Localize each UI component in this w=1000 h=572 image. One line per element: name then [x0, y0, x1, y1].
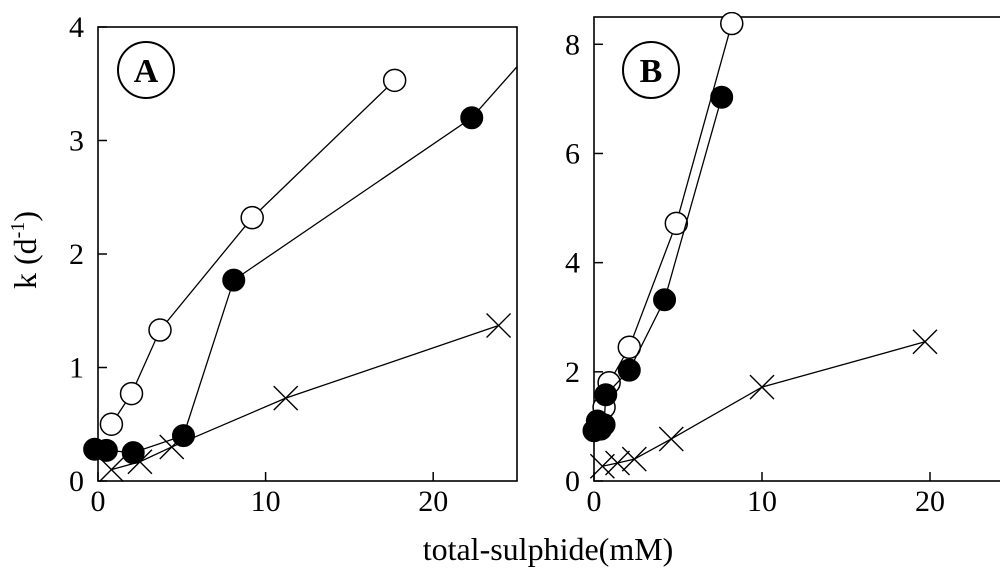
panel-b-series-filled-circle-point [653, 288, 677, 312]
y-axis-title-main: k (d [7, 238, 43, 289]
panel-a-y-tick-label: 3 [69, 125, 84, 158]
panel-b-label: B [622, 41, 680, 99]
panel-a-y-tick-label: 4 [69, 11, 84, 44]
svg-text:A: A [134, 53, 159, 90]
panel-a-y-tick-label: 0 [69, 465, 84, 498]
panel-b-x-tick-label: 20 [915, 485, 945, 518]
panel-b-series-filled-circle-point [710, 85, 734, 109]
panel-a-series-open-circle-point [99, 412, 124, 436]
panel-b-plot-area [582, 12, 938, 479]
panel-a-series-filled-circle-point [222, 268, 246, 292]
panel-b-series-cross-point [621, 446, 647, 472]
panel-a-series-open-circle-point [119, 381, 144, 406]
panel-a-series-cross-point [98, 457, 124, 483]
panel-a-label: A [117, 41, 175, 99]
panel-b-series-cross-line [602, 341, 926, 467]
plot-layer: 0 10 20 0 1 2 3 4 0 10 20 0 2 4 6 8 [69, 11, 945, 518]
panel-a-y-tick-label: 1 [69, 352, 84, 385]
panel-a-series-filled-circle-point [94, 438, 118, 462]
y-axis-title-sup: -1 [7, 222, 29, 239]
panel-a-series-open-circle-point [148, 318, 172, 342]
panel-b-series-filled-circle-point [617, 358, 641, 382]
panel-b-y-tick-label: 0 [565, 465, 580, 498]
panel-b-y-tick-label: 8 [565, 28, 580, 61]
panel-b-series-open-circle-point [664, 211, 689, 236]
panel-b-series-open-circle-point [720, 12, 744, 36]
panel-a-series-filled-circle-line [94, 66, 517, 454]
panel-b-y-tick-label: 2 [565, 356, 580, 389]
panel-a-series-cross-point [159, 434, 185, 460]
svg-text:B: B [640, 53, 663, 90]
panel-a-series-open-circle-line [110, 79, 396, 425]
panel-a-series-cross-point [486, 313, 512, 338]
panel-b-series-cross-point [605, 450, 631, 476]
panel-b-series-filled-circle-point [592, 413, 616, 437]
panel-a-series-cross-point [127, 449, 153, 475]
panel-a-y-tick-label: 2 [69, 238, 84, 271]
x-axis-title: total-sulphide(mM) [423, 531, 674, 567]
panel-b-series-cross-point [912, 329, 938, 355]
panel-a-x-tick-label: 10 [251, 485, 281, 518]
panel-a-series-open-circle-point [382, 68, 407, 93]
panel-b-x-tick-label: 0 [587, 485, 602, 518]
panel-a-frame [97, 26, 518, 482]
panel-a-plot-area [83, 66, 517, 483]
panel-b-series-filled-circle-point [594, 383, 618, 407]
panel-a-series-cross-point [273, 385, 299, 411]
y-axis-title-close: ) [7, 211, 43, 222]
panel-a-series-filled-circle-point [460, 106, 484, 130]
panel-a-x-tick-label: 0 [91, 485, 106, 518]
panel-b-x-tick-label: 10 [747, 485, 777, 518]
panel-b-y-tick-label: 6 [565, 137, 580, 170]
panel-b-frame [593, 16, 1000, 482]
panel-b-series-cross-point [589, 453, 615, 479]
panel-b-series-cross-point [658, 426, 684, 452]
panel-a-x-tick-label: 20 [418, 485, 448, 518]
y-axis-title: k (d-1) [7, 211, 43, 289]
panel-a-series-open-circle-point [240, 205, 264, 230]
panel-b-y-tick-label: 4 [565, 247, 580, 280]
panel-a-series-cross-line [111, 324, 499, 471]
panel-b-series-cross-point [749, 374, 775, 400]
